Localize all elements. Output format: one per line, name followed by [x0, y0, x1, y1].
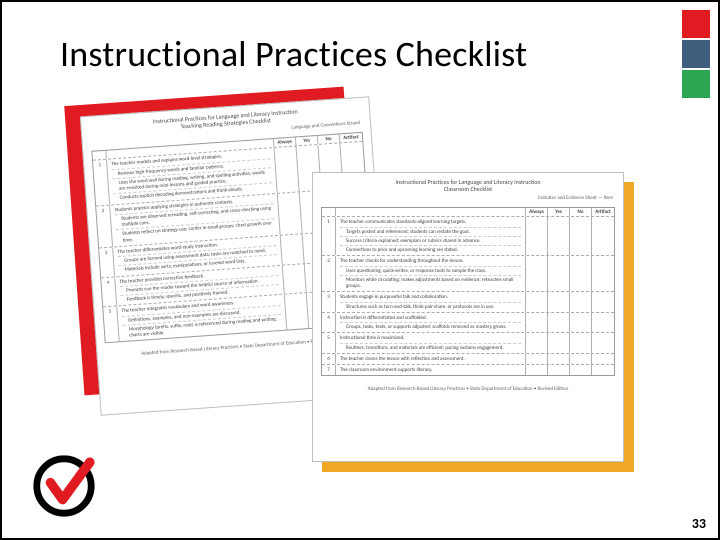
doc-right-header-line2: Classroom Checklist — [321, 186, 615, 193]
col-header: Always — [526, 208, 548, 216]
slide: Instructional Practices Checklist Instru… — [0, 0, 720, 540]
page-number: 33 — [692, 515, 706, 532]
accent-square-green — [682, 70, 710, 98]
accent-square-red — [682, 10, 710, 38]
table-row: 3Students engage in purposeful talk and … — [322, 292, 614, 313]
table-row: 1The teacher communicates standards-alig… — [322, 217, 614, 256]
col-header: No — [570, 208, 592, 216]
col-header: Artifact — [340, 133, 363, 143]
document-stack: Instructional Practices for Language and… — [74, 96, 654, 486]
doc-right-subheader: Indicator and Evidence Sheet — Item — [313, 195, 623, 205]
accent-square-blue — [682, 40, 710, 68]
col-header: Always — [274, 138, 297, 148]
table-row: 7The classroom environment supports lite… — [322, 365, 614, 375]
table-row: 2The teacher checks for understanding th… — [322, 256, 614, 292]
corner-accent — [682, 10, 710, 100]
doc-right-table: AlwaysYesNoArtifact1The teacher communic… — [321, 207, 615, 376]
col-header: No — [318, 135, 341, 145]
col-header: Artifact — [592, 208, 614, 216]
table-row: 4Instruction is differentiated and scaff… — [322, 313, 614, 334]
table-row: 5Instructional time is maximized.Routine… — [322, 333, 614, 354]
checkmark-icon — [30, 452, 98, 520]
table-row: 6The teacher closes the lesson with refl… — [322, 354, 614, 365]
document-right: Instructional Practices for Language and… — [312, 172, 624, 462]
col-header: Yes — [296, 136, 319, 146]
page-title: Instructional Practices Checklist — [60, 32, 527, 76]
col-header: Yes — [548, 208, 570, 216]
doc-right-header: Instructional Practices for Language and… — [313, 173, 623, 195]
doc-right-footer: Adapted from Research-Based Literacy Pra… — [313, 382, 623, 396]
